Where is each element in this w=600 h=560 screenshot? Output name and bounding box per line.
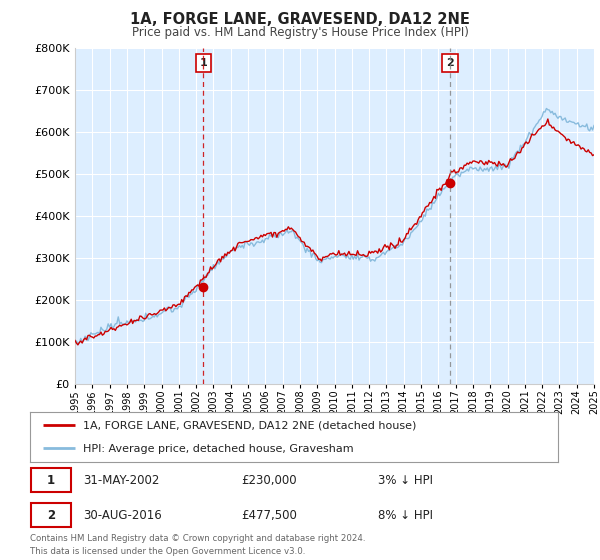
Text: £477,500: £477,500 (241, 508, 297, 522)
Text: This data is licensed under the Open Government Licence v3.0.: This data is licensed under the Open Gov… (30, 547, 305, 556)
Text: 30-AUG-2016: 30-AUG-2016 (83, 508, 161, 522)
Text: £230,000: £230,000 (241, 474, 297, 487)
Text: 2: 2 (446, 58, 454, 68)
Text: HPI: Average price, detached house, Gravesham: HPI: Average price, detached house, Grav… (83, 444, 353, 454)
Text: 1A, FORGE LANE, GRAVESEND, DA12 2NE (detached house): 1A, FORGE LANE, GRAVESEND, DA12 2NE (det… (83, 421, 416, 431)
FancyBboxPatch shape (31, 469, 71, 492)
FancyBboxPatch shape (31, 503, 71, 527)
Text: 2: 2 (47, 508, 55, 522)
Text: 1A, FORGE LANE, GRAVESEND, DA12 2NE: 1A, FORGE LANE, GRAVESEND, DA12 2NE (130, 12, 470, 27)
Text: 3% ↓ HPI: 3% ↓ HPI (379, 474, 433, 487)
Text: 1: 1 (199, 58, 207, 68)
Text: Contains HM Land Registry data © Crown copyright and database right 2024.: Contains HM Land Registry data © Crown c… (30, 534, 365, 543)
Text: 8% ↓ HPI: 8% ↓ HPI (379, 508, 433, 522)
Text: 31-MAY-2002: 31-MAY-2002 (83, 474, 159, 487)
Text: Price paid vs. HM Land Registry's House Price Index (HPI): Price paid vs. HM Land Registry's House … (131, 26, 469, 39)
Text: 1: 1 (47, 474, 55, 487)
